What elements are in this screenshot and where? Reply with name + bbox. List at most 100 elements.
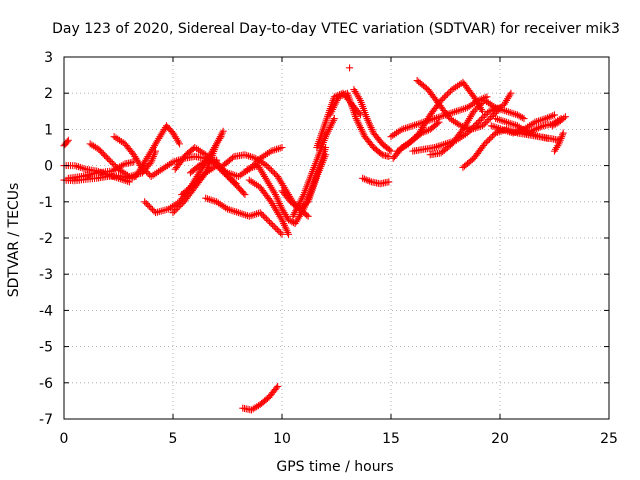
data-point	[465, 127, 473, 135]
data-point	[266, 218, 274, 226]
data-point	[480, 112, 488, 120]
series-arc-27	[394, 78, 487, 155]
data-point	[479, 107, 487, 115]
data-points	[60, 64, 569, 414]
data-point	[461, 104, 469, 112]
data-point	[506, 119, 514, 127]
data-point	[267, 220, 275, 228]
data-point	[454, 107, 462, 115]
data-point	[346, 64, 354, 72]
series-arc-1	[60, 136, 72, 150]
data-point	[242, 211, 250, 219]
data-point	[169, 209, 177, 217]
data-point	[504, 119, 512, 127]
data-point	[145, 202, 153, 210]
data-point	[303, 211, 311, 219]
data-point	[362, 176, 370, 184]
data-point	[487, 122, 495, 130]
data-point	[240, 189, 248, 197]
data-point	[73, 162, 81, 170]
data-point	[108, 159, 116, 167]
series-arc-19	[289, 115, 338, 220]
data-point	[240, 210, 248, 218]
data-point	[143, 168, 151, 176]
data-point	[271, 169, 279, 177]
data-point	[423, 127, 431, 135]
data-point	[545, 113, 553, 121]
data-point	[474, 118, 482, 126]
data-point	[536, 123, 544, 131]
data-point	[219, 127, 227, 135]
data-point	[468, 124, 476, 132]
data-point	[531, 125, 539, 133]
y-tick-label: 3	[44, 50, 53, 66]
data-point	[233, 208, 241, 216]
data-point	[475, 103, 483, 111]
data-point	[407, 122, 415, 130]
data-point	[485, 135, 493, 143]
data-point	[484, 137, 492, 145]
data-point	[489, 122, 497, 130]
data-point	[259, 212, 267, 220]
data-point	[278, 144, 286, 151]
data-point	[322, 144, 330, 151]
data-point	[529, 126, 537, 134]
data-point	[489, 111, 497, 119]
x-tick-label: 5	[169, 431, 178, 447]
data-point	[470, 107, 478, 115]
data-point	[434, 142, 442, 150]
data-point	[148, 206, 156, 214]
data-point	[366, 177, 374, 185]
data-point	[411, 121, 419, 129]
data-point	[270, 223, 278, 231]
data-point	[233, 172, 241, 180]
data-point	[527, 127, 535, 135]
data-point	[269, 221, 277, 229]
data-point	[445, 89, 453, 97]
data-point	[487, 134, 495, 142]
data-point	[202, 194, 210, 202]
data-point	[147, 204, 155, 212]
data-point	[241, 191, 249, 199]
data-point	[412, 121, 420, 129]
data-point	[273, 145, 281, 153]
data-point	[360, 175, 368, 183]
data-point	[534, 124, 542, 132]
data-point	[269, 147, 277, 155]
data-point	[481, 140, 489, 148]
data-point	[503, 118, 511, 126]
data-point	[204, 195, 212, 203]
data-point	[269, 168, 277, 176]
data-point	[503, 107, 511, 115]
data-point	[385, 178, 393, 186]
data-point	[272, 384, 280, 392]
data-point	[225, 206, 233, 214]
series-arc-24	[346, 64, 354, 72]
data-point	[477, 115, 485, 123]
data-point	[245, 212, 253, 220]
data-point	[267, 166, 275, 174]
data-point	[463, 129, 471, 137]
x-tick-label: 10	[273, 431, 291, 447]
data-point	[406, 138, 414, 146]
data-point	[533, 118, 541, 126]
data-point	[436, 113, 444, 121]
series-arc-17	[239, 382, 282, 414]
data-point	[263, 162, 271, 170]
data-point	[412, 132, 420, 140]
y-tick-label: 2	[44, 86, 53, 102]
data-point	[102, 153, 110, 161]
data-point	[508, 120, 516, 128]
data-point	[141, 198, 149, 206]
data-point	[199, 172, 207, 180]
data-point	[482, 138, 490, 146]
data-point	[524, 128, 532, 136]
series-arc-18	[278, 151, 330, 213]
data-point	[338, 91, 346, 99]
data-point	[501, 118, 509, 126]
data-point	[256, 209, 264, 217]
data-point	[442, 92, 450, 100]
data-point	[538, 123, 546, 131]
